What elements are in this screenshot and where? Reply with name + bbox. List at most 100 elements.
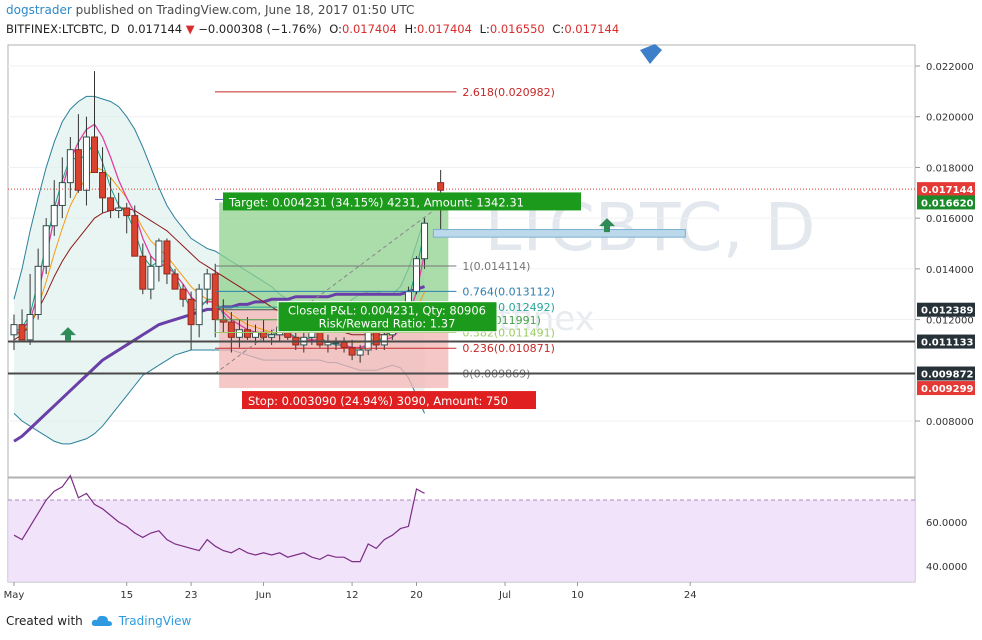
x-tick-label: Jun — [255, 590, 272, 601]
stop-label-box — [242, 391, 536, 410]
candle-body[interactable] — [235, 329, 243, 338]
candle-body[interactable] — [356, 349, 364, 356]
author-name[interactable]: dogstrader — [6, 3, 72, 17]
y-tick-label: 0.012000 — [926, 316, 974, 327]
candle-body[interactable] — [26, 314, 34, 341]
ma-long — [13, 285, 426, 443]
candle-body[interactable] — [179, 288, 187, 300]
y-tick-label: 0.014000 — [926, 265, 974, 276]
candle-body[interactable] — [50, 204, 58, 227]
x-tick-label: 20 — [410, 590, 423, 601]
change-down-icon: ▼ — [185, 22, 195, 36]
tradingview-brand[interactable]: TradingView — [118, 614, 192, 628]
published-text: published on TradingView.com, June 18, 2… — [75, 3, 415, 17]
candle-body[interactable] — [413, 258, 420, 293]
resistance-zone[interactable] — [432, 229, 686, 238]
candle-body[interactable] — [99, 172, 107, 199]
candle-body[interactable] — [211, 273, 219, 321]
last-price: 0.017144 — [127, 22, 183, 36]
candle-body[interactable] — [227, 321, 235, 338]
ma-mid — [13, 207, 425, 341]
price-tag — [917, 302, 975, 317]
price-tag — [917, 334, 975, 349]
symbol-header: BITFINEX:LTCBTC, D 0.017144 ▼ −0.000308 … — [6, 22, 619, 36]
fib-level-label: 0.236(0.010871) — [462, 342, 555, 355]
target-arrow-icon — [599, 218, 615, 233]
target-label: Target: 0.004231 (34.15%) 4231, Amount: … — [228, 195, 524, 209]
candle-body[interactable] — [66, 149, 74, 184]
rsi-line — [13, 474, 425, 563]
candle-body[interactable] — [316, 331, 324, 346]
x-tick-label: Jul — [498, 590, 511, 601]
candle-body[interactable] — [147, 265, 155, 290]
candle-body[interactable] — [107, 197, 115, 212]
candle-body[interactable] — [58, 182, 66, 206]
candle-body[interactable] — [260, 331, 268, 338]
price-tag-label: 0.009299 — [921, 384, 974, 395]
price-tag — [917, 195, 975, 210]
candle-body[interactable] — [18, 324, 26, 341]
candle-body[interactable] — [252, 331, 259, 338]
price-tag — [917, 381, 975, 396]
y-tick-label: 0.008000 — [926, 417, 974, 428]
candle-body[interactable] — [171, 273, 179, 290]
price-tag — [917, 366, 975, 381]
price-change: −0.000308 (−1.76%) — [198, 22, 322, 36]
pnl-label-box — [277, 301, 498, 333]
y-tick-label: 0.022000 — [926, 62, 974, 73]
x-tick-label: 10 — [571, 590, 584, 601]
candle-body[interactable] — [131, 215, 139, 257]
risk-reward-label: Risk/Reward Ratio: 1.37 — [319, 317, 456, 331]
fib-level-label: 0.764(0.013112) — [462, 285, 555, 298]
candle-body[interactable] — [243, 329, 251, 338]
price-tag — [917, 182, 975, 197]
candle-body[interactable] — [203, 273, 211, 290]
candle-body[interactable] — [187, 298, 195, 326]
low-value: 0.016550 — [489, 22, 545, 36]
candle-body[interactable] — [380, 334, 388, 346]
stop-label: Stop: 0.003090 (24.94%) 3090, Amount: 75… — [248, 394, 508, 408]
publish-header: dogstrader published on TradingView.com,… — [6, 3, 414, 17]
fib-level-label: 2.618(0.020982) — [462, 86, 555, 99]
x-tick-label: 15 — [120, 590, 133, 601]
candle-body[interactable] — [421, 222, 429, 260]
tradingview-cloud-icon — [91, 615, 112, 626]
candle-body[interactable] — [195, 288, 203, 326]
candle-body[interactable] — [115, 207, 123, 212]
candle-body[interactable] — [308, 331, 316, 338]
candle-body[interactable] — [123, 207, 131, 217]
x-tick-label: May — [4, 590, 25, 601]
x-tick-label: 12 — [346, 590, 359, 601]
candle-body[interactable] — [42, 225, 50, 267]
cursor-icon — [640, 44, 662, 64]
price-tag-label: 0.009872 — [921, 370, 974, 381]
footer: Created with TradingView — [6, 614, 191, 628]
candle-body[interactable] — [340, 341, 348, 348]
target-label-box — [223, 192, 581, 211]
close-label: C: — [552, 22, 565, 36]
fib-level-label: 1(0.014114) — [462, 260, 530, 273]
open-label: O: — [329, 22, 342, 36]
high-label: H: — [404, 22, 418, 36]
candle-body[interactable] — [155, 240, 163, 267]
candle-body[interactable] — [324, 341, 332, 346]
candle-body[interactable] — [348, 346, 356, 356]
candle-body[interactable] — [437, 182, 445, 191]
candle-body[interactable] — [268, 334, 276, 338]
candle-body[interactable] — [82, 136, 90, 191]
candle-body[interactable] — [34, 265, 42, 316]
candle-body[interactable] — [139, 255, 147, 290]
pnl-label: Closed P&L: 0.004231, Qty: 80906 — [288, 304, 486, 318]
symbol-label: BITFINEX:LTCBTC, D — [6, 22, 120, 36]
candle-body[interactable] — [163, 240, 171, 275]
candle-body[interactable] — [10, 324, 18, 336]
y-tick-label: 0.016000 — [926, 214, 974, 225]
price-tag-label: 0.016620 — [921, 198, 974, 209]
rsi-band — [8, 500, 915, 582]
candle-body[interactable] — [74, 149, 82, 191]
x-tick-label: 23 — [185, 590, 198, 601]
candle-body[interactable] — [91, 136, 98, 173]
rsi-tick-label: 40.0000 — [926, 562, 967, 573]
price-tag-label: 0.017144 — [921, 185, 974, 196]
